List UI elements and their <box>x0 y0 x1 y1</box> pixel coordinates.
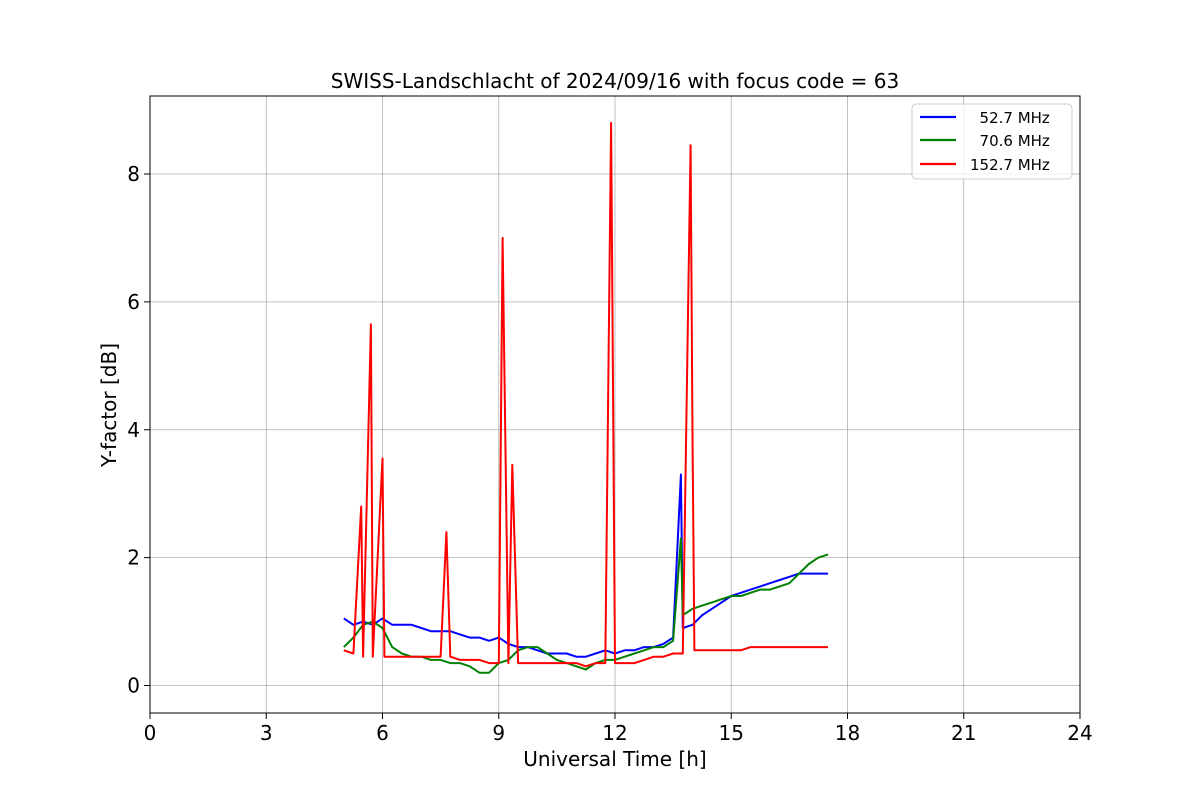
y-tick-label: 0 <box>127 674 140 698</box>
legend: 52.7 MHz 70.6 MHz 152.7 MHz <box>911 103 1073 180</box>
x-tick-label: 24 <box>1067 721 1092 745</box>
legend-label-52-7-mhz: 52.7 MHz <box>970 109 1050 127</box>
x-tick-label: 3 <box>260 721 273 745</box>
y-tick-label: 4 <box>127 418 140 442</box>
series-layer <box>343 121 829 674</box>
legend-label-70-6-mhz: 70.6 MHz <box>970 132 1050 150</box>
x-axis-label: Universal Time [h] <box>523 747 706 771</box>
legend-label-152-7-mhz: 152.7 MHz <box>970 156 1050 174</box>
x-tick-label: 6 <box>376 721 389 745</box>
series-line-152-7-mhz <box>343 121 829 668</box>
x-tick-label: 12 <box>602 721 627 745</box>
x-tick-label: 0 <box>144 721 157 745</box>
series-line-70-6-mhz <box>343 537 829 674</box>
y-tick-label: 6 <box>127 290 140 314</box>
x-tick-label: 21 <box>951 721 976 745</box>
x-tick-label: 15 <box>719 721 744 745</box>
x-tick-label: 9 <box>492 721 505 745</box>
y-axis-label: Y-factor [dB] <box>97 343 121 468</box>
y-tick-label: 8 <box>127 162 140 186</box>
series-line-52-7-mhz <box>343 473 829 658</box>
y-tick-label: 2 <box>127 546 140 570</box>
chart-title: SWISS-Landschlacht of 2024/09/16 with fo… <box>331 69 899 93</box>
legend-box <box>911 103 1073 180</box>
x-tick-label: 18 <box>835 721 860 745</box>
